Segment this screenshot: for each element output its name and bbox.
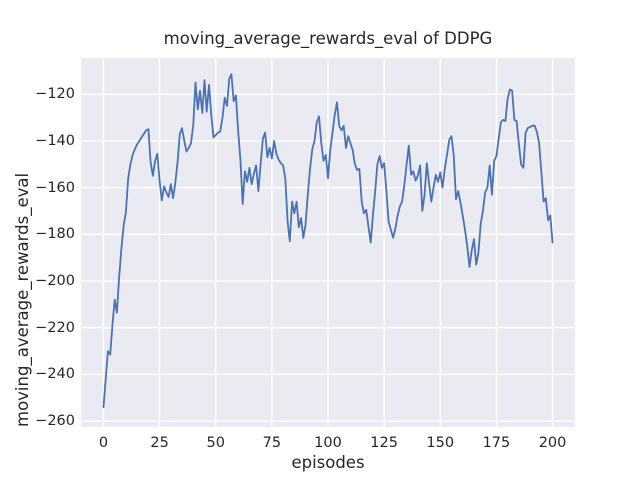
- y-tick-label: −140: [35, 132, 75, 149]
- chart-title: moving_average_rewards_eval of DDPG: [163, 29, 493, 48]
- x-tick-label: 150: [426, 435, 455, 451]
- x-tick-label: 125: [370, 435, 398, 451]
- y-tick-label: −180: [35, 226, 75, 243]
- y-tick-label: −120: [35, 86, 75, 103]
- x-tick-label: 50: [206, 435, 225, 451]
- y-tick-label: −220: [35, 319, 75, 336]
- x-tick-label: 25: [150, 435, 169, 451]
- y-tick-label: −200: [35, 273, 75, 290]
- x-tick-label: 100: [314, 435, 342, 451]
- x-axis-label: episodes: [291, 453, 365, 472]
- x-tick-label: 0: [98, 435, 109, 451]
- x-tick-label: 200: [538, 435, 567, 451]
- y-tick-label: −240: [35, 366, 75, 383]
- x-tick-label: 175: [482, 435, 511, 451]
- reward-line: [102, 73, 554, 409]
- y-tick-label: −160: [35, 179, 75, 196]
- x-tick-label: 75: [262, 435, 282, 451]
- y-tick-label: −260: [35, 413, 75, 430]
